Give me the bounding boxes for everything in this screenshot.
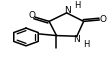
Text: N: N <box>64 6 71 15</box>
Text: O: O <box>28 11 35 20</box>
Text: N: N <box>73 35 80 44</box>
Text: H: H <box>82 40 88 49</box>
Text: O: O <box>99 15 106 24</box>
Text: H: H <box>73 1 79 10</box>
